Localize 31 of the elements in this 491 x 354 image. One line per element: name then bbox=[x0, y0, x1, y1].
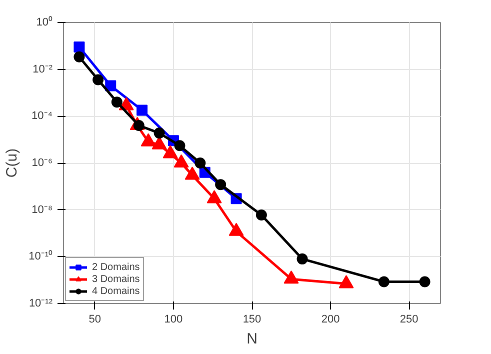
x-tick-label: 50 bbox=[88, 314, 102, 326]
point bbox=[154, 128, 165, 139]
x-tick-label: 150 bbox=[242, 314, 262, 326]
point bbox=[111, 96, 122, 108]
y-tick-label: 10⁻¹² bbox=[28, 298, 53, 310]
point bbox=[74, 41, 85, 52]
point bbox=[105, 80, 116, 92]
legend-label: 3 Domains bbox=[92, 273, 140, 285]
point bbox=[256, 210, 267, 221]
point bbox=[74, 51, 85, 62]
legend-label: 4 Domains bbox=[92, 285, 140, 297]
point bbox=[174, 140, 186, 152]
y-tick-label: 10⁻⁶ bbox=[32, 157, 52, 169]
y-tick-label: 10⁻⁸ bbox=[32, 204, 53, 216]
y-tick-label: 10⁻¹⁰ bbox=[28, 250, 53, 263]
point bbox=[194, 158, 206, 168]
y-tick-label: 10⁰ bbox=[36, 16, 53, 28]
y-axis-title: C(u) bbox=[4, 148, 21, 178]
legend-label: 2 Domains bbox=[92, 261, 140, 273]
point bbox=[136, 104, 148, 116]
y-tick-label: 10⁻² bbox=[32, 63, 53, 76]
y-tick-label: 10⁻⁴ bbox=[32, 110, 53, 122]
x-tick-label: 250 bbox=[400, 314, 418, 326]
point bbox=[378, 276, 390, 288]
x-tick-label: 200 bbox=[321, 314, 340, 326]
point bbox=[419, 276, 430, 288]
point bbox=[296, 253, 308, 264]
point bbox=[92, 74, 104, 86]
point bbox=[215, 179, 226, 190]
x-tick-label: 100 bbox=[164, 314, 183, 326]
x-axis-title: N bbox=[246, 330, 258, 348]
